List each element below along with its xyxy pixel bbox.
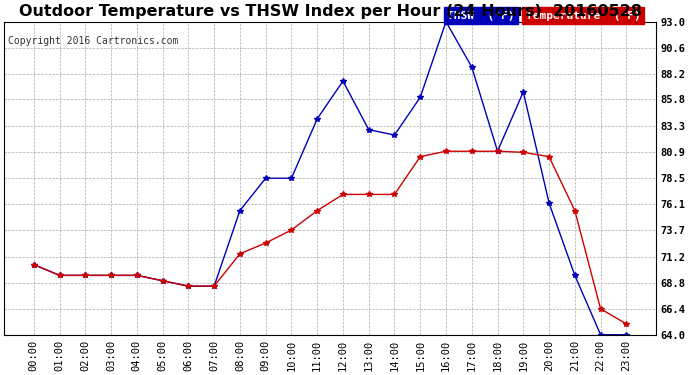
Title: Outdoor Temperature vs THSW Index per Hour (24 Hours)  20160528: Outdoor Temperature vs THSW Index per Ho…	[19, 4, 642, 19]
Text: Copyright 2016 Cartronics.com: Copyright 2016 Cartronics.com	[8, 36, 178, 46]
Text: Temperature  (°F): Temperature (°F)	[526, 10, 640, 21]
Text: THSW  (°F): THSW (°F)	[447, 10, 515, 21]
